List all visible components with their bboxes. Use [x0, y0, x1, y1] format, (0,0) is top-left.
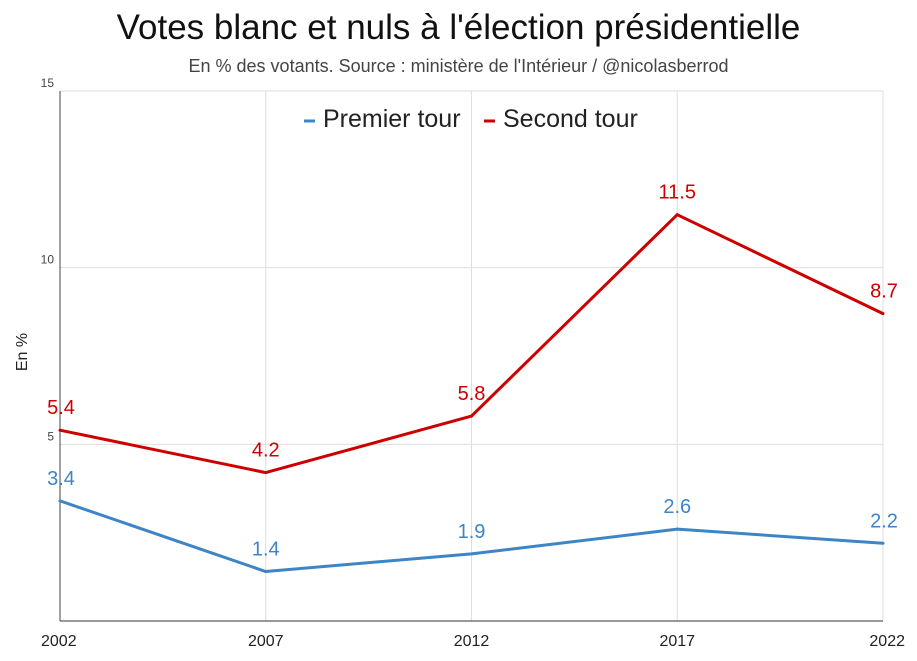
- data-label: 1.4: [252, 539, 280, 561]
- series-group: 3.4 1.4 1.9 2.6 2.2 5.4 4.2 5.8 11.5 8.7: [47, 182, 898, 574]
- x-tick-label: 2002: [41, 633, 77, 650]
- data-point: [264, 570, 268, 574]
- data-label: 11.5: [659, 182, 696, 204]
- data-label: 4.2: [252, 440, 280, 462]
- data-point: [58, 428, 62, 432]
- data-label: 2.2: [870, 510, 898, 532]
- data-point: [58, 499, 62, 503]
- data-label: 2.6: [663, 496, 691, 518]
- legend-label: Premier tour: [323, 105, 461, 133]
- y-tick-label: 5: [47, 429, 54, 443]
- legend-label: Second tour: [503, 105, 638, 133]
- y-tick-label: 10: [41, 253, 55, 267]
- x-tick-label: 2007: [248, 633, 284, 650]
- data-point: [675, 527, 679, 531]
- legend: Premier tour Second tour: [304, 105, 638, 133]
- data-point: [881, 312, 885, 316]
- data-label: 3.4: [47, 468, 75, 490]
- x-tick-label: 2012: [454, 633, 490, 650]
- data-point: [881, 541, 885, 545]
- x-tick-label: 2022: [869, 633, 905, 650]
- axes: 5 10 15 2002 2007 2012 2017 2022: [41, 76, 905, 650]
- data-point: [675, 213, 679, 217]
- y-axis-label: En %: [14, 333, 31, 371]
- x-tick-label: 2017: [659, 633, 695, 650]
- data-point: [470, 552, 473, 556]
- data-label: 1.9: [458, 521, 486, 543]
- data-label: 8.7: [870, 281, 898, 303]
- chart-subtitle: En % des votants. Source : ministère de …: [188, 56, 729, 76]
- data-label: 5.4: [47, 397, 75, 419]
- data-point: [264, 471, 268, 475]
- chart-title: Votes blanc et nuls à l'élection préside…: [116, 8, 801, 47]
- y-tick-label: 15: [41, 76, 55, 90]
- data-point: [470, 414, 473, 418]
- data-label: 5.8: [458, 383, 486, 405]
